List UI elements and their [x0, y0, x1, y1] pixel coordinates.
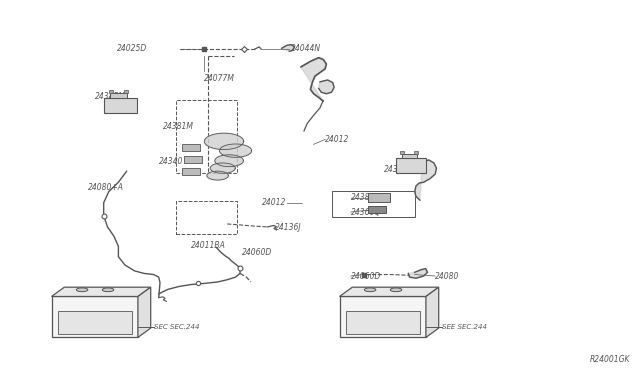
Bar — [414, 151, 418, 154]
Ellipse shape — [102, 288, 114, 292]
Bar — [109, 90, 113, 93]
Text: 24025D: 24025D — [117, 44, 147, 53]
Text: 24077M: 24077M — [204, 74, 234, 83]
Bar — [184, 156, 202, 163]
Text: 24012: 24012 — [262, 198, 287, 207]
Text: 24381M: 24381M — [163, 122, 194, 131]
Polygon shape — [319, 80, 334, 94]
Text: 24340: 24340 — [159, 157, 183, 166]
Polygon shape — [211, 163, 236, 173]
Text: 24380P: 24380P — [351, 193, 380, 202]
Text: 24136J: 24136J — [275, 223, 302, 232]
Ellipse shape — [390, 288, 402, 292]
Bar — [346, 311, 420, 334]
Text: 24012: 24012 — [325, 135, 349, 144]
Text: SEE SEC.244: SEE SEC.244 — [442, 324, 487, 330]
Text: 24060D: 24060D — [242, 248, 272, 257]
Bar — [51, 296, 138, 337]
Bar — [124, 90, 127, 93]
Text: 24360Q: 24360Q — [351, 208, 381, 217]
Text: 24060D: 24060D — [351, 272, 381, 280]
Polygon shape — [301, 58, 326, 101]
Polygon shape — [138, 287, 151, 337]
Polygon shape — [408, 269, 428, 278]
Polygon shape — [282, 45, 294, 51]
Bar — [176, 201, 237, 234]
Bar — [332, 191, 415, 217]
Text: R24001GK: R24001GK — [590, 355, 630, 364]
Text: 24345N: 24345N — [95, 92, 125, 101]
Polygon shape — [207, 171, 228, 180]
Bar — [368, 193, 390, 202]
Polygon shape — [204, 133, 244, 150]
Bar — [402, 154, 417, 158]
Bar — [182, 144, 200, 151]
Text: 24011BA: 24011BA — [191, 241, 225, 250]
Polygon shape — [339, 287, 439, 296]
Ellipse shape — [364, 288, 376, 292]
Bar — [339, 296, 426, 337]
Text: 24080+A: 24080+A — [88, 183, 124, 192]
Text: 24345: 24345 — [384, 165, 408, 174]
Text: SEC SEC.244: SEC SEC.244 — [154, 324, 200, 330]
Ellipse shape — [76, 288, 88, 292]
Polygon shape — [220, 144, 252, 157]
Polygon shape — [51, 287, 151, 296]
Bar — [396, 158, 426, 173]
Polygon shape — [415, 160, 436, 200]
Bar — [182, 168, 200, 175]
Bar — [368, 206, 386, 213]
Bar — [104, 98, 137, 113]
Bar — [58, 311, 132, 334]
Bar — [176, 100, 237, 173]
Bar — [110, 93, 127, 98]
Text: 24080: 24080 — [435, 272, 460, 280]
Polygon shape — [215, 155, 243, 167]
Bar — [400, 151, 404, 154]
Polygon shape — [426, 287, 439, 337]
Text: 24044N: 24044N — [291, 44, 321, 53]
